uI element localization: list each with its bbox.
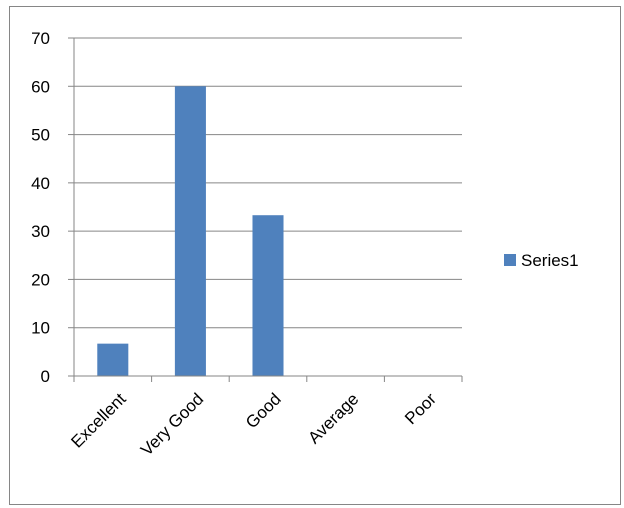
- x-tick-label: Average: [304, 389, 362, 447]
- gridlines: [74, 37, 462, 329]
- chart-frame: [9, 6, 621, 505]
- y-tick-label: 30: [31, 222, 50, 241]
- y-tick-label: 70: [31, 29, 50, 48]
- bar: [174, 86, 206, 377]
- legend-label: Series1: [521, 251, 579, 270]
- bar: [97, 343, 129, 376]
- y-tick-label: 50: [31, 126, 50, 145]
- y-tick-label: 0: [41, 367, 50, 386]
- legend-swatch: [504, 254, 516, 266]
- y-tick-label: 60: [31, 77, 50, 96]
- y-tick-label: 20: [31, 270, 50, 289]
- y-tick-label: 40: [31, 174, 50, 193]
- y-axis-ticks: 0 10 20 30 40 50 60 70: [31, 29, 74, 386]
- x-tick-label: Very Good: [137, 389, 207, 459]
- x-tick-label: Excellent: [67, 389, 129, 451]
- bar: [252, 215, 284, 376]
- x-tick-label: Poor: [401, 389, 440, 428]
- legend: Series1: [504, 251, 579, 270]
- x-axis-ticks: Excellent Very Good Good Average Poor: [67, 376, 463, 460]
- axes: [73, 38, 462, 377]
- y-tick-label: 10: [31, 319, 50, 338]
- x-tick-label: Good: [242, 389, 285, 432]
- bars: [97, 86, 284, 377]
